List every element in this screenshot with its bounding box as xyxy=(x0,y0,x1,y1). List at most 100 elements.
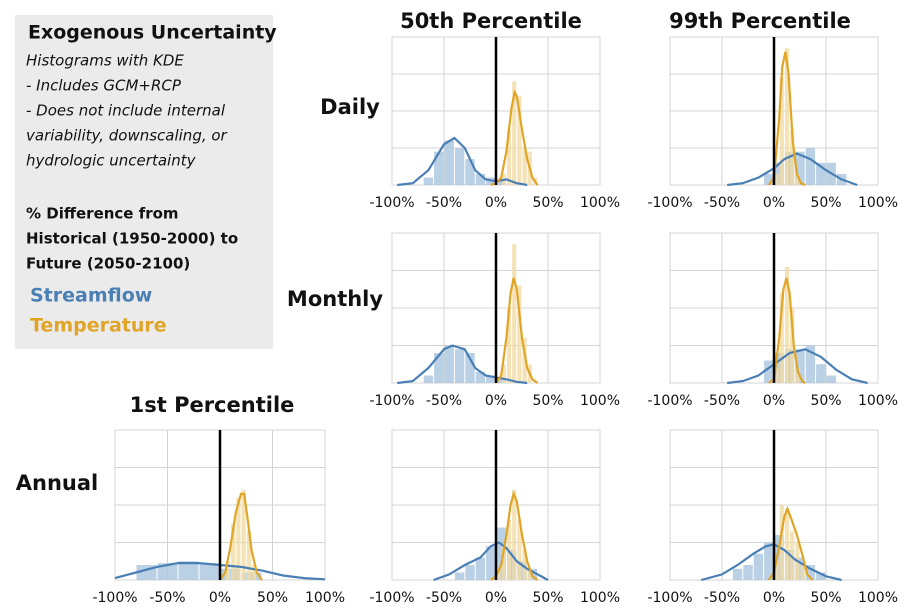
hist-bar xyxy=(816,572,826,580)
hist-bar xyxy=(784,48,790,185)
hist-bar xyxy=(784,349,795,383)
kde-line xyxy=(219,492,263,581)
x-tick-label: -100% xyxy=(92,590,137,606)
hist-bar xyxy=(486,546,496,580)
hist-bar xyxy=(465,353,475,383)
hist-bar xyxy=(795,557,805,580)
hist-bar xyxy=(826,375,836,383)
hist-bar xyxy=(496,181,506,185)
x-tick-label: 0% xyxy=(763,590,785,606)
x-tick-label: -50% xyxy=(704,393,740,409)
hist-bar xyxy=(506,550,517,580)
x-tick-label: 0% xyxy=(485,590,507,606)
note: hydrologic uncertainty xyxy=(26,152,197,170)
x-tick-label: 50% xyxy=(810,393,841,409)
hist-bar xyxy=(434,151,444,185)
hist-bar xyxy=(527,568,532,580)
hist-bar xyxy=(220,568,241,580)
hist-bar xyxy=(805,565,816,580)
hist-bar xyxy=(764,173,774,185)
x-tick-label: -50% xyxy=(426,195,462,211)
hist-bar xyxy=(475,173,486,185)
legend-temperature: Temperature xyxy=(30,315,167,337)
row-title: Daily xyxy=(320,95,380,119)
hist-bar xyxy=(522,148,527,185)
hist-bar xyxy=(157,563,178,580)
hist-bar xyxy=(178,561,199,580)
x-tick-label: 0% xyxy=(209,590,231,606)
hist-bar xyxy=(790,308,795,383)
hist-bar xyxy=(784,151,795,185)
hist-bar xyxy=(454,572,465,580)
kde-line xyxy=(495,277,539,384)
x-tick-label: 50% xyxy=(810,195,841,211)
x-tick-label: 0% xyxy=(763,393,785,409)
hist-bar xyxy=(465,159,475,185)
x-tick-label: 50% xyxy=(532,393,563,409)
hist-bar xyxy=(434,353,444,383)
kde-line xyxy=(767,51,806,187)
hist-bar xyxy=(496,568,501,580)
hist-bar xyxy=(231,523,236,580)
note: - Includes GCM+RCP xyxy=(26,77,182,95)
x-tick-label: 100% xyxy=(858,393,898,409)
hist-bar xyxy=(454,148,465,185)
hist-bar xyxy=(506,129,512,185)
note: Histograms with KDE xyxy=(26,52,184,70)
hist-bar xyxy=(774,353,784,383)
hist-bar xyxy=(816,364,826,383)
legend-subtitle: % Difference from Historical (1950-2000)… xyxy=(26,205,238,273)
hist-bar xyxy=(517,285,522,383)
hist-bar xyxy=(795,368,800,383)
column-title: 1st Percentile xyxy=(130,393,295,417)
legend-title: Exogenous Uncertainty xyxy=(28,22,277,44)
hist-bar xyxy=(199,563,220,580)
hist-bar xyxy=(486,375,496,383)
subtitle-line: Future (2050-2100) xyxy=(26,255,190,273)
x-tick-label: 50% xyxy=(810,590,841,606)
x-tick-label: -50% xyxy=(426,590,462,606)
hist-bar xyxy=(423,375,434,383)
hist-bar xyxy=(475,371,486,383)
x-tick-label: 100% xyxy=(858,590,898,606)
hist-bar xyxy=(465,565,475,580)
legend-streamflow: Streamflow xyxy=(30,285,152,307)
x-tick-label: 50% xyxy=(257,590,288,606)
hist-bar xyxy=(774,368,779,383)
hist-bar xyxy=(252,565,257,580)
hist-bar xyxy=(517,561,527,580)
legend-notes: Histograms with KDE - Includes GCM+RCP -… xyxy=(26,52,228,170)
hist-bar xyxy=(241,490,246,580)
hist-bar xyxy=(774,173,779,185)
x-tick-label: -100% xyxy=(647,393,692,409)
hist-bar xyxy=(743,565,753,580)
hist-bar xyxy=(774,162,784,185)
hist-bar xyxy=(423,177,434,185)
x-tick-label: 50% xyxy=(532,195,563,211)
hist-bar xyxy=(512,490,517,580)
hist-bar xyxy=(753,553,764,580)
hist-bar xyxy=(805,345,816,383)
legend-panel xyxy=(15,15,273,349)
kde-line xyxy=(767,505,814,581)
hist-bar xyxy=(764,360,774,383)
hist-bar xyxy=(805,148,816,185)
hist-bar xyxy=(774,535,784,580)
x-tick-label: 100% xyxy=(580,393,620,409)
hist-bar xyxy=(779,505,784,580)
hist-bar xyxy=(732,568,743,580)
x-tick-label: -100% xyxy=(647,195,692,211)
hist-bar xyxy=(501,546,506,580)
x-tick-label: 0% xyxy=(485,195,507,211)
kde-line xyxy=(727,348,868,385)
hist-bar xyxy=(512,244,517,383)
x-tick-label: -100% xyxy=(647,590,692,606)
x-tick-label: 100% xyxy=(580,195,620,211)
hist-bar xyxy=(454,349,465,383)
x-tick-label: 100% xyxy=(305,590,345,606)
subtitle-line: % Difference from xyxy=(26,205,179,223)
hist-bar xyxy=(784,550,795,580)
x-tick-label: 0% xyxy=(485,393,507,409)
x-tick-label: -50% xyxy=(426,393,462,409)
